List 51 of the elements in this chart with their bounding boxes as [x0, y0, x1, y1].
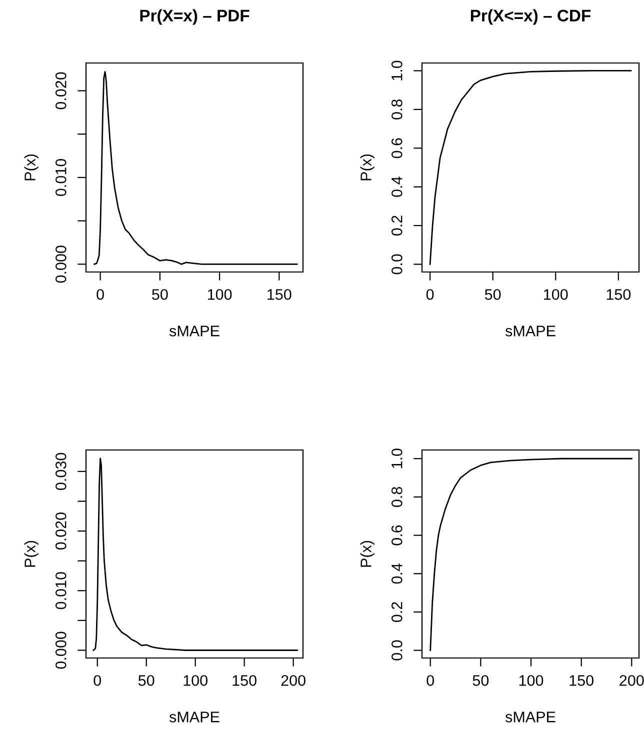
x-tick-label: 200	[281, 675, 306, 686]
y-tick-label: 0.8	[391, 487, 402, 507]
y-tick-label: 0.000	[55, 632, 66, 669]
y-tick-label: 0.8	[391, 99, 402, 120]
y-tick-label: 0.6	[391, 525, 402, 546]
x-tick-label: 100	[519, 675, 544, 686]
x-axis-title: sMAPE	[505, 326, 556, 336]
y-tick-label: 0.010	[55, 572, 66, 610]
x-tick-label: 50	[152, 289, 168, 300]
y-tick-label: 0.0	[391, 640, 402, 660]
line-series	[430, 458, 632, 652]
x-axis-title: sMAPE	[505, 712, 556, 722]
x-tick-label: 0	[94, 675, 102, 686]
y-tick-label: 0.4	[391, 176, 402, 197]
y-tick-label: 0.4	[391, 563, 402, 584]
line-series	[94, 70, 298, 265]
y-axis-title: P(x)	[24, 540, 38, 567]
y-tick-label: 0.6	[391, 138, 402, 158]
x-tick-label: 50	[138, 675, 154, 686]
x-tick-label: 0	[426, 675, 434, 686]
chart-title: Pr(X<=x) – CDF	[470, 9, 591, 25]
line-series	[429, 70, 632, 265]
x-tick-label: 150	[268, 289, 292, 300]
x-tick-label: 200	[620, 675, 644, 686]
x-tick-label: 0	[96, 289, 104, 300]
y-tick-label: 0.0	[391, 254, 402, 274]
y-tick-label: 1.0	[391, 60, 402, 80]
y-axis-title: P(x)	[360, 540, 374, 567]
y-axis-title: P(x)	[360, 154, 374, 180]
line-series	[92, 458, 298, 651]
x-tick-label: 100	[544, 289, 568, 300]
y-tick-label: 0.010	[55, 158, 66, 196]
y-axis-title: P(x)	[24, 154, 38, 180]
x-tick-label: 50	[472, 675, 489, 686]
x-tick-label: 100	[184, 675, 208, 686]
y-tick-label: 0.000	[55, 246, 66, 283]
x-tick-label: 150	[606, 289, 631, 300]
y-tick-label: 1.0	[391, 448, 402, 468]
y-tick-label: 0.2	[391, 602, 402, 622]
x-axis-title: sMAPE	[169, 326, 220, 336]
x-tick-label: 50	[484, 289, 501, 300]
chart-title: Pr(X=x) – PDF	[140, 9, 250, 25]
x-tick-label: 150	[232, 675, 256, 686]
y-tick-label: 0.020	[55, 512, 66, 550]
x-axis-title: sMAPE	[169, 712, 220, 722]
x-tick-label: 0	[426, 289, 434, 300]
y-tick-label: 0.020	[55, 72, 66, 110]
y-tick-label: 0.2	[391, 216, 402, 236]
x-tick-label: 150	[570, 675, 594, 686]
y-tick-label: 0.030	[55, 452, 66, 490]
x-tick-label: 100	[208, 289, 232, 300]
